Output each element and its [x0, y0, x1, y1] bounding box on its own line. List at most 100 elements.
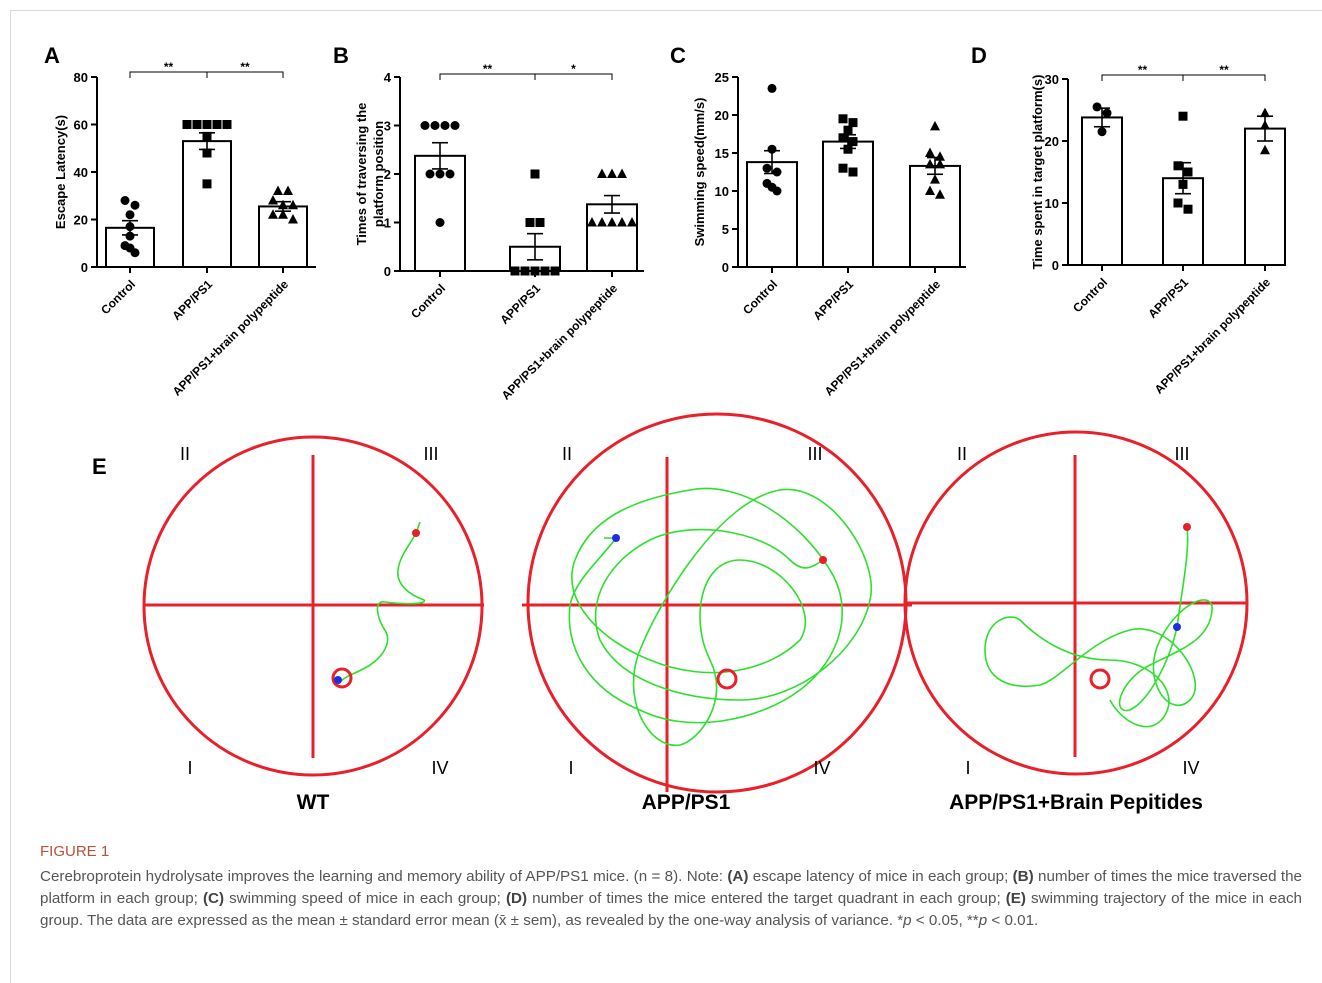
start-dot — [612, 534, 620, 542]
data-point — [203, 179, 212, 188]
data-point — [1098, 127, 1107, 136]
y-tick-label: 20 — [715, 108, 729, 123]
data-point — [436, 170, 445, 179]
bar — [183, 141, 231, 267]
data-point — [531, 267, 540, 276]
y-axis-label: Time spent in target platform(s) — [1030, 75, 1045, 270]
trajectory-app — [522, 414, 912, 792]
data-point — [925, 159, 935, 169]
y-tick-label: 20 — [74, 213, 88, 228]
panel-e: E — [92, 414, 1247, 814]
data-point — [451, 121, 460, 130]
caption-ref: (A) — [727, 868, 748, 885]
page: AEscape Latency(s)020406080ControlAPP/PS… — [0, 0, 1322, 983]
data-point — [1174, 199, 1183, 208]
caption-text: < 0.05, ** — [912, 912, 979, 929]
data-point — [183, 120, 192, 129]
quadrant-label: IV — [1182, 758, 1199, 778]
quadrant-label: I — [568, 758, 573, 778]
quadrant-label: IV — [431, 758, 448, 778]
caption-heading: FIGURE 1 — [40, 843, 109, 860]
data-point — [203, 120, 212, 129]
data-point — [213, 120, 222, 129]
data-point — [551, 267, 560, 276]
platform — [1091, 670, 1109, 688]
y-tick-label: 20 — [1045, 134, 1059, 149]
bar — [747, 162, 797, 267]
data-point — [763, 164, 772, 173]
y-tick-label: 2 — [384, 167, 391, 182]
y-tick-label: 10 — [715, 184, 729, 199]
data-point — [436, 218, 445, 227]
data-point — [126, 232, 135, 241]
data-point — [526, 218, 535, 227]
data-point — [768, 145, 777, 154]
significance-label: ** — [483, 62, 493, 76]
y-axis-label: Escape Latency(s) — [53, 115, 68, 229]
panel-label: C — [670, 43, 686, 68]
caption-text: swimming speed of mice in each group; — [224, 890, 506, 907]
caption-text: Cerebroprotein hydrolysate improves the … — [40, 868, 727, 885]
diagram-titles: WT APP/PS1 APP/PS1+Brain Pepitides — [297, 791, 1203, 814]
data-point — [268, 195, 278, 205]
data-point — [839, 114, 848, 123]
quadrant-label: II — [957, 444, 967, 464]
data-point — [126, 210, 135, 219]
y-axis-label: Times of traversing the — [354, 103, 369, 246]
caption: Cerebroprotein hydrolysate improves the … — [40, 866, 1302, 932]
data-point — [421, 121, 430, 130]
diagram-title: APP/PS1+Brain Pepitides — [949, 791, 1203, 814]
panel-label: A — [44, 43, 60, 68]
caption-text: < 0.01. — [987, 912, 1038, 929]
data-point — [126, 222, 135, 231]
y-tick-label: 25 — [715, 70, 729, 85]
data-point — [1174, 161, 1183, 170]
end-dot — [819, 556, 827, 564]
data-point — [521, 267, 530, 276]
end-dot — [1173, 623, 1181, 631]
quadrant-label: II — [562, 444, 572, 464]
y-tick-label: 0 — [722, 260, 729, 275]
quadrant-labels: II III I IV II III I IV II III I IV — [180, 444, 1200, 778]
bar — [587, 204, 637, 271]
quadrant-label: III — [1174, 444, 1189, 464]
x-tick-label: Control — [1070, 275, 1110, 315]
data-point — [541, 267, 550, 276]
caption-text: escape latency of mice in each group; — [748, 868, 1012, 885]
data-point — [203, 132, 212, 141]
y-tick-label: 4 — [384, 70, 392, 85]
data-point — [223, 120, 232, 129]
y-tick-label: 30 — [1045, 72, 1059, 87]
path — [569, 488, 871, 745]
y-tick-label: 10 — [1045, 196, 1059, 211]
data-point — [925, 148, 935, 158]
pool — [528, 414, 906, 792]
x-tick-label: APP/PS1 — [169, 277, 215, 323]
data-point — [431, 121, 440, 130]
data-point — [131, 248, 140, 257]
data-point — [617, 169, 627, 179]
y-tick-label: 40 — [74, 165, 88, 180]
data-point — [531, 170, 540, 179]
trajectory-wt — [143, 437, 484, 775]
y-tick-label: 80 — [74, 70, 88, 85]
data-point — [203, 149, 212, 158]
quadrant-label: III — [807, 444, 822, 464]
significance-label: ** — [1219, 63, 1229, 77]
significance-label: ** — [240, 60, 250, 74]
data-point — [511, 267, 520, 276]
data-point — [930, 121, 940, 130]
start-dot — [412, 529, 420, 537]
caption-ref: (B) — [1013, 868, 1034, 885]
data-point — [839, 164, 848, 173]
quadrant-label: II — [180, 444, 190, 464]
data-point — [193, 120, 202, 129]
data-point — [283, 186, 293, 196]
x-tick-label: Control — [98, 277, 138, 317]
data-point — [1260, 120, 1270, 130]
x-tick-label: APP/PS1 — [1145, 275, 1191, 321]
caption-text: number of times the mice entered the tar… — [527, 890, 1006, 907]
y-tick-label: 5 — [722, 222, 729, 237]
caption-ref: (C) — [203, 890, 224, 907]
data-point — [773, 187, 782, 196]
